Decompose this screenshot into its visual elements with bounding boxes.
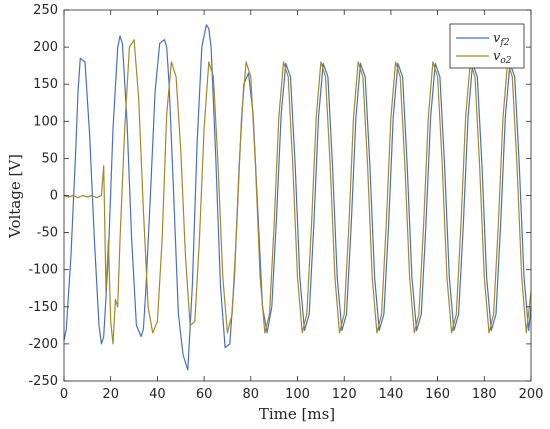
- legend-label-vo2-sub: o2: [500, 56, 511, 66]
- y-tick-label: -50: [37, 226, 58, 241]
- x-tick-label: 120: [332, 387, 357, 402]
- legend-label-vo2: vo2: [493, 49, 512, 66]
- y-tick-label: 50: [41, 151, 58, 166]
- axis-layer: 0 20 40 60 80 100 120 140 160 180 200 -250 -200 -150 -…: [28, 3, 543, 402]
- legend-label-vf2-main: v: [493, 31, 501, 46]
- x-tick-label: 40: [149, 387, 166, 402]
- series-line-vf2: [63, 24, 532, 371]
- y-tick-label: 100: [33, 114, 58, 129]
- y-tick-label: -200: [28, 337, 58, 352]
- x-tick-label: 200: [519, 387, 544, 402]
- y-tick-label: 0: [50, 189, 58, 204]
- legend-label-vf2-sub: f2: [499, 38, 509, 48]
- legend-label-vf2: vf2: [493, 31, 510, 48]
- x-tick-label: 180: [472, 387, 497, 402]
- x-tick-label: 20: [102, 387, 119, 402]
- y-tick-label: 150: [33, 77, 58, 92]
- y-tick-label: 200: [33, 40, 58, 55]
- legend-label-vo2-main: v: [493, 49, 501, 64]
- legend-box: [449, 23, 525, 69]
- x-axis-title: Time [ms]: [259, 405, 335, 423]
- y-tick-label: -250: [28, 374, 58, 389]
- x-tick-label: 0: [60, 387, 68, 402]
- series-layer: [63, 24, 532, 371]
- series-line-vo2: [63, 39, 532, 345]
- x-tick-label: 140: [378, 387, 403, 402]
- y-tick-label: -150: [28, 300, 58, 315]
- x-tick-label: 60: [196, 387, 213, 402]
- x-tick-label: 160: [425, 387, 450, 402]
- y-tick-label: 250: [33, 3, 58, 18]
- x-tick-label: 80: [243, 387, 260, 402]
- x-tick-label: 100: [285, 387, 310, 402]
- y-axis-title: Voltage [V]: [6, 154, 24, 239]
- y-tick-label: -100: [28, 263, 58, 278]
- legend: vf2 vo2: [449, 23, 525, 69]
